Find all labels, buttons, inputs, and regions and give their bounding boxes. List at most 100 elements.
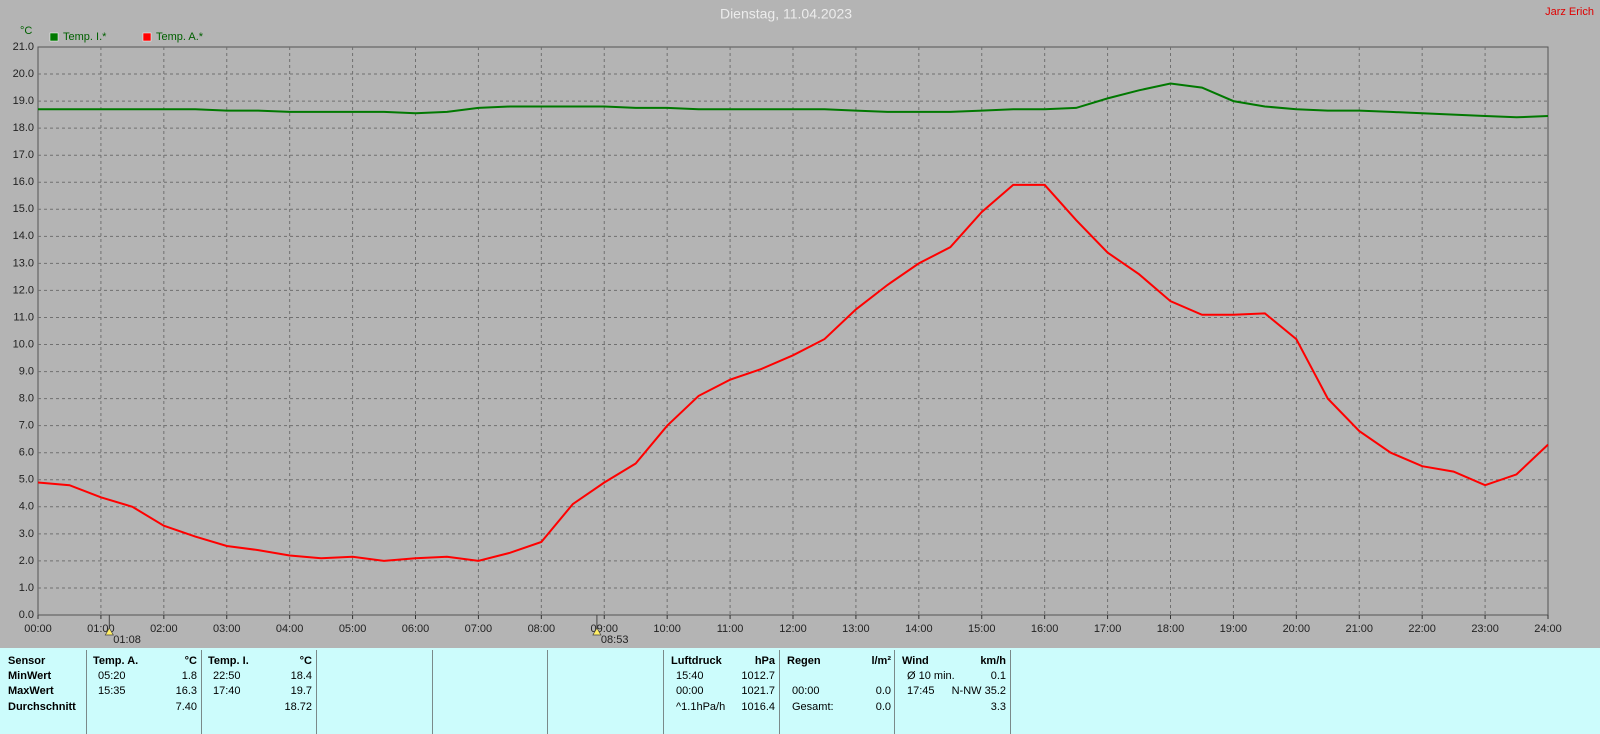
separator — [894, 650, 895, 734]
x-tick-label: 21:00 — [1345, 623, 1373, 635]
cell-value: 18.72 — [284, 701, 312, 713]
cell-value: N-NW 35.2 — [951, 685, 1006, 697]
x-tick-label: 17:00 — [1094, 623, 1122, 635]
separator — [779, 650, 780, 734]
cell-value: 18.4 — [290, 670, 312, 682]
block-title: Wind — [902, 655, 929, 667]
x-tick-label: 24:00 — [1534, 623, 1562, 635]
event-icon — [104, 627, 114, 636]
x-tick-label: 05:00 — [339, 623, 367, 635]
y-tick-label: 8.0 — [19, 393, 34, 405]
y-tick-label: 19.0 — [13, 95, 34, 107]
y-tick-label: 2.0 — [19, 555, 34, 567]
block-title: Regen — [787, 655, 821, 667]
y-tick-label: 17.0 — [13, 149, 34, 161]
x-tick-label: 03:00 — [213, 623, 241, 635]
block-unit: l/m² — [871, 655, 891, 667]
cell-time: Ø 10 min. — [907, 670, 955, 682]
x-tick-label: 13:00 — [842, 623, 870, 635]
cell-value: 1016.4 — [741, 701, 775, 713]
x-tick-label: 00:00 — [24, 623, 52, 635]
x-tick-label: 16:00 — [1031, 623, 1059, 635]
x-tick-label: 04:00 — [276, 623, 304, 635]
x-tick-label: 18:00 — [1157, 623, 1185, 635]
series-line — [37, 183, 1549, 562]
y-tick-label: 12.0 — [13, 284, 34, 296]
y-axis-label: °C — [20, 25, 32, 37]
x-tick-label: 23:00 — [1471, 623, 1499, 635]
cell-value: 16.3 — [175, 685, 197, 697]
y-tick-label: 7.0 — [19, 420, 34, 432]
y-tick-label: 9.0 — [19, 365, 34, 377]
cell-time: 15:40 — [676, 670, 704, 682]
cell-value: 7.40 — [175, 701, 197, 713]
x-tick-label: 20:00 — [1283, 623, 1311, 635]
x-tick-label: 11:00 — [717, 623, 744, 635]
x-tick-label: 15:00 — [968, 623, 996, 635]
row-label: MinWert — [8, 670, 52, 682]
y-tick-label: 18.0 — [13, 122, 34, 134]
y-tick-label: 4.0 — [19, 501, 34, 513]
table-header: Sensor — [8, 655, 46, 667]
x-tick-label: 22:00 — [1408, 623, 1436, 635]
separator — [86, 650, 87, 734]
y-tick-label: 14.0 — [13, 230, 34, 242]
y-tick-label: 3.0 — [19, 528, 34, 540]
event-icon — [592, 627, 602, 636]
y-tick-label: 11.0 — [13, 311, 34, 323]
series-line — [38, 82, 1549, 119]
separator — [316, 650, 317, 734]
row-label: Durchschnitt — [8, 701, 76, 713]
chart: Dienstag, 11.04.2023 Jarz Erich °C 0.0 1.… — [13, 6, 1594, 646]
cell-value: 1.8 — [181, 670, 197, 682]
cell-time: 00:00 — [792, 685, 820, 697]
y-tick-label: 10.0 — [13, 338, 34, 350]
x-tick-label: 12:00 — [779, 623, 807, 635]
x-tick-label: 08:00 — [528, 623, 556, 635]
block-title: Temp. A. — [93, 655, 139, 667]
author: Jarz Erich — [1545, 6, 1594, 18]
cell-time: Gesamt: — [792, 701, 834, 713]
y-tick-label: 15.0 — [13, 203, 34, 215]
y-tick-label: 6.0 — [19, 447, 34, 459]
x-tick-label: 19:00 — [1220, 623, 1248, 635]
cell-value: 1021.7 — [741, 685, 775, 697]
legend-label: Temp. A.* — [156, 31, 204, 43]
cell-time: 17:45 — [907, 685, 935, 697]
block-unit: °C — [299, 655, 312, 667]
cell-value: 0.1 — [990, 670, 1006, 682]
cell-time: 17:40 — [213, 685, 241, 697]
separator — [1010, 650, 1011, 734]
summary-table: Sensor MinWert MaxWert Durchschnitt Temp. A.… — [0, 648, 1600, 734]
block-unit: °C — [184, 655, 197, 667]
separator — [432, 650, 433, 734]
y-tick-label: 16.0 — [13, 176, 34, 188]
separator — [663, 650, 664, 734]
legend-swatch — [49, 32, 59, 42]
legend-swatch — [142, 32, 152, 42]
x-tick-label: 14:00 — [905, 623, 933, 635]
block-unit: hPa — [754, 655, 775, 667]
y-tick-label: 13.0 — [13, 257, 34, 269]
cell-value: 19.7 — [290, 685, 312, 697]
cell-time: ^1.1hPa/h — [676, 701, 726, 713]
separator — [201, 650, 202, 734]
cell-time: 22:50 — [213, 670, 241, 682]
cell-time: 00:00 — [676, 685, 704, 697]
block-title: Luftdruck — [671, 655, 722, 667]
x-tick-label: 06:00 — [402, 623, 430, 635]
block-unit: km/h — [980, 655, 1006, 667]
y-tick-label: 20.0 — [13, 68, 34, 80]
y-tick-label: 0.0 — [19, 609, 34, 621]
cell-time: 05:20 — [98, 670, 126, 682]
event-label: 08:53 — [601, 634, 629, 646]
y-tick-label: 21.0 — [13, 41, 34, 53]
x-tick-label: 10:00 — [653, 623, 681, 635]
cell-time: 15:35 — [98, 685, 126, 697]
cell-value: 0.0 — [875, 701, 891, 713]
block-title: Temp. I. — [208, 655, 249, 667]
event-label: 01:08 — [113, 634, 141, 646]
cell-value: 1012.7 — [741, 670, 775, 682]
y-tick-label: 5.0 — [19, 474, 34, 486]
